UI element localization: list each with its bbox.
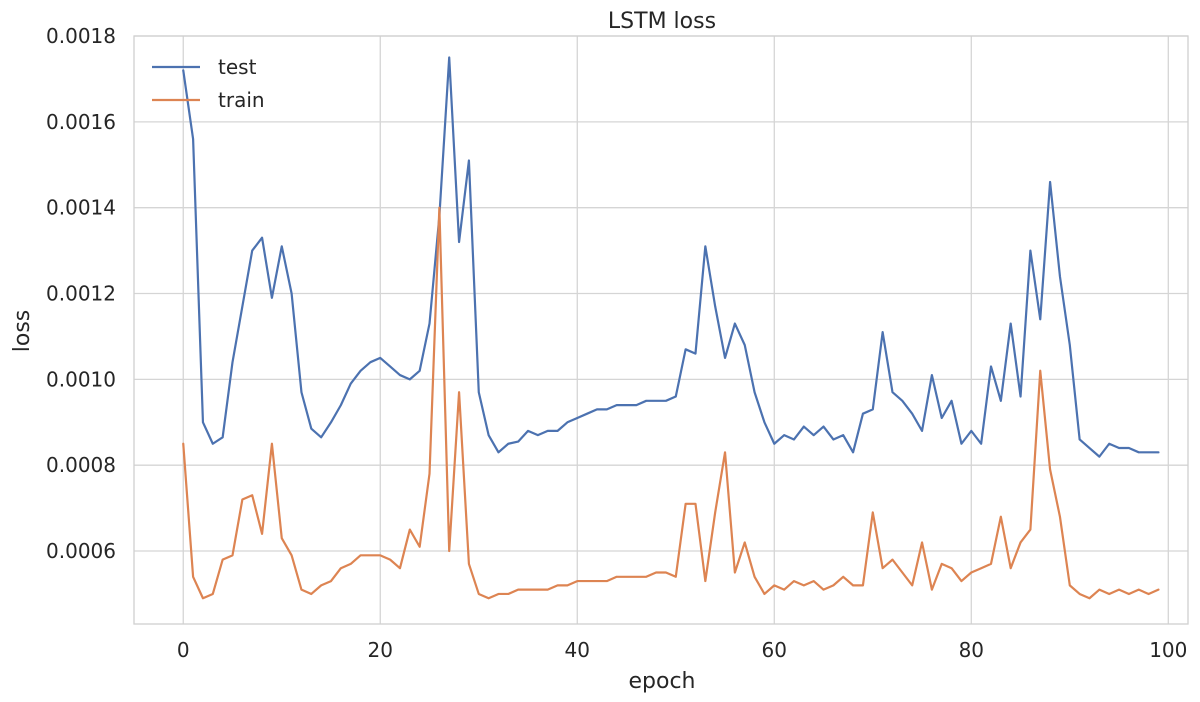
x-tick-label: 20: [368, 638, 393, 662]
series-line-test: [182, 56, 1160, 458]
y-tick-label: 0.0012: [46, 282, 116, 306]
x-tick-label: 80: [959, 638, 984, 662]
y-tick-label: 0.0010: [46, 367, 116, 391]
x-axis-label: epoch: [629, 669, 696, 694]
chart-title: LSTM loss: [608, 9, 716, 34]
y-tick-label: 0.0018: [46, 24, 116, 48]
y-tick-label: 0.0008: [46, 453, 116, 477]
y-tick-label: 0.0016: [46, 110, 116, 134]
grid: [134, 35, 1188, 624]
y-tick-label: 0.0014: [46, 196, 116, 220]
x-tick-label: 100: [1149, 638, 1187, 662]
x-tick-labels: 0 20 40 60 80 100: [177, 638, 1188, 662]
series-group: [182, 56, 1160, 600]
series-line-train: [182, 206, 1160, 600]
plot-frame: [133, 35, 1189, 625]
legend-label-train: train: [218, 88, 265, 112]
x-tick-label: 0: [177, 638, 190, 662]
legend-label-test: test: [218, 55, 257, 79]
y-tick-label: 0.0006: [46, 539, 116, 563]
y-tick-labels: 0.0006 0.0008 0.0010 0.0012 0.0014 0.0016 0.00…: [46, 24, 116, 563]
x-tick-label: 40: [565, 638, 590, 662]
x-tick-label: 60: [762, 638, 787, 662]
y-axis-label: loss: [10, 310, 35, 353]
legend: test train: [152, 55, 265, 112]
